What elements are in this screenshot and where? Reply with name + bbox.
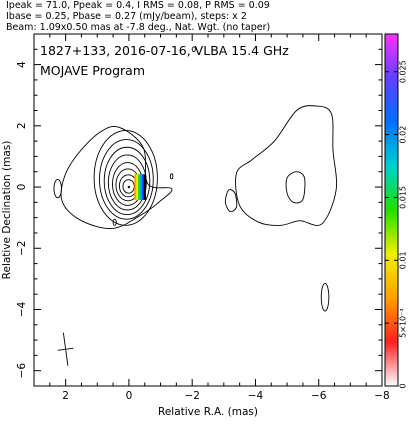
y-tick-label: −2 [16, 241, 28, 256]
beam-cross [57, 332, 74, 366]
y-tick-label: 4 [16, 61, 28, 68]
polarization-blob-band [136, 174, 139, 200]
stats-line-2: Ibase = 0.25, Pbase = 0.27 (mJy/beam), s… [6, 11, 247, 22]
core-marker [127, 185, 131, 189]
y-tick-label: −6 [16, 363, 28, 379]
colorbar-tick-label: 0.025 [399, 60, 408, 83]
colorbar-tick-label: 0.01 [399, 251, 408, 269]
x-tick-label: −6 [311, 390, 327, 402]
small-contour [320, 283, 330, 312]
map-content [53, 46, 337, 366]
polarization-blob-band [138, 174, 141, 200]
x-tick-label: −4 [248, 390, 264, 402]
x-tick-label: 0 [126, 390, 133, 402]
core-contour [107, 154, 147, 211]
colorbar-tick-label: 0.02 [399, 126, 408, 144]
core-contour [99, 139, 154, 220]
program-annotation: MOJAVE Program [40, 63, 145, 78]
colorbar-bar [384, 33, 399, 387]
colorbar-tick-label: 0 [399, 383, 408, 388]
polarization-blob-band [143, 174, 146, 200]
y-tick-label: 2 [16, 122, 28, 129]
source-annotation: 1827+133, 2016-07-16, VLBA 15.4 GHz [40, 43, 289, 58]
colorbar-tick-label: 5×10⁻³ [399, 308, 408, 337]
small-contour [169, 173, 174, 180]
core-contour [93, 129, 158, 226]
x-axis-label: Relative R.A. (mas) [158, 406, 258, 418]
polarization-blob [134, 174, 146, 200]
x-tick-label: −8 [374, 390, 389, 402]
jet-contour [224, 189, 238, 213]
colorbar-tick-label: 0.015 [399, 186, 408, 209]
stats-line-1: Ipeak = 71.0, Ppeak = 0.4, I RMS = 0.08,… [6, 0, 270, 11]
small-contour [53, 178, 62, 199]
y-axis-label: Relative Declination (mas) [1, 141, 13, 280]
jet-contour [235, 105, 337, 226]
x-tick-label: 2 [62, 390, 69, 402]
colorbar: 0 5×10⁻³ 0.01 0.015 0.02 0.025 [384, 33, 408, 389]
beam-minor-axis [57, 347, 74, 351]
axes: 2 0 −2 −4 −6 −8 4 2 0 −2 −4 −6 [16, 33, 390, 402]
small-contour [191, 46, 196, 53]
core-contour [103, 146, 151, 216]
polarization-blob-band [134, 174, 137, 200]
y-tick-label: −4 [16, 301, 28, 317]
core-envelope-contour [60, 125, 173, 229]
stats-line-3: Beam: 1.09x0.50 mas at -7.8 deg., Nat. W… [6, 22, 271, 33]
polarization-blob-band [141, 174, 145, 200]
y-tick-label: 0 [16, 184, 28, 191]
plot-frame [33, 33, 383, 387]
small-contour [112, 218, 117, 226]
polarization-blob-band [139, 174, 143, 200]
jet-contour [285, 171, 306, 204]
x-tick-label: −2 [184, 390, 199, 402]
